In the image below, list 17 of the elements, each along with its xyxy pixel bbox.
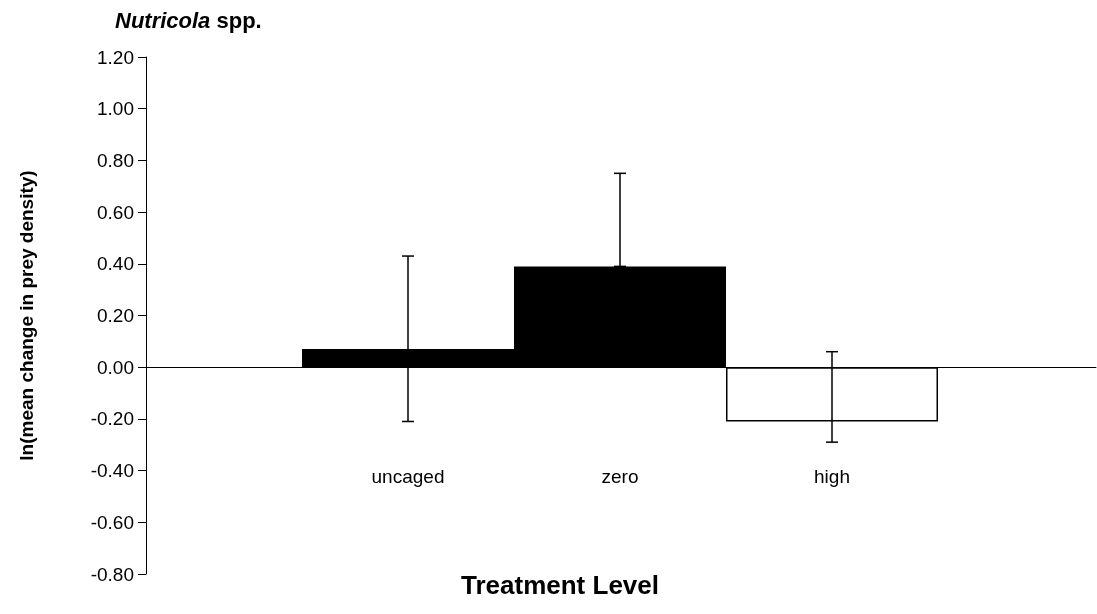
y-tick-label: -0.40 <box>90 460 134 482</box>
y-axis-title: ln(mean change in prey density) <box>16 170 37 461</box>
y-tick-label: 0.60 <box>97 201 134 223</box>
y-tick-label: 1.20 <box>97 46 134 68</box>
y-tick-label: 0.20 <box>97 305 134 326</box>
y-tick-label: 0.00 <box>97 356 134 378</box>
x-tick-label: high <box>814 466 850 487</box>
y-tick-label: -0.80 <box>90 563 134 585</box>
y-tick-label: -0.60 <box>90 511 134 533</box>
y-tick-label: -0.20 <box>90 408 134 430</box>
chart-title: Nutricola spp. <box>115 7 262 33</box>
y-tick-label: 0.40 <box>97 253 134 275</box>
x-axis-title: Treatment Level <box>461 570 659 600</box>
y-tick-label: 1.00 <box>97 98 134 120</box>
y-tick-label: 0.80 <box>97 149 134 171</box>
x-tick-label: uncaged <box>371 466 445 487</box>
x-tick-label: zero <box>601 466 639 487</box>
